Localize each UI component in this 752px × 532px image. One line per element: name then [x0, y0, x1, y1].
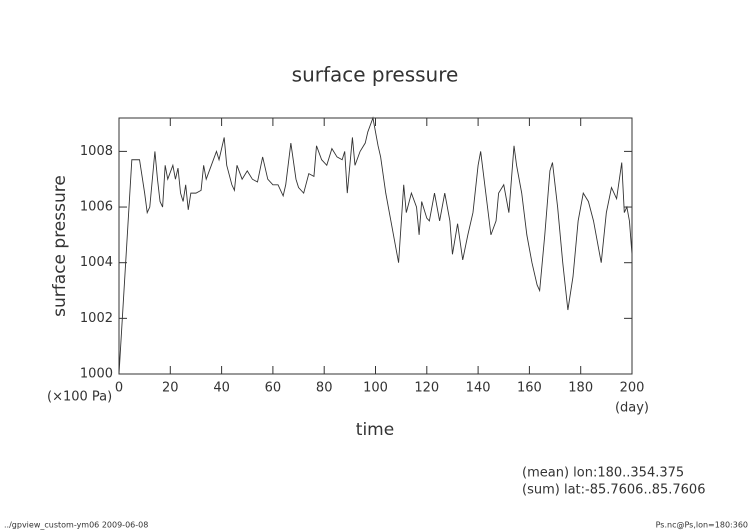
- x-tick-label: 0: [115, 381, 123, 396]
- chart-title: surface pressure: [292, 63, 459, 87]
- y-axis-label: surface pressure: [50, 175, 70, 317]
- x-tick-label: 120: [414, 381, 439, 396]
- x-tick-label: 100: [363, 381, 388, 396]
- x-tick-label: 80: [316, 381, 333, 396]
- y-tick-label: 1002: [80, 311, 113, 326]
- data-line: [118, 116, 633, 375]
- x-tick-label: 40: [213, 381, 230, 396]
- x-tick-label: 60: [265, 381, 282, 396]
- x-tick-label: 200: [620, 381, 645, 396]
- footer-left: ../gpview_custom-ym06 2009-06-08: [4, 521, 148, 530]
- annotation: (mean) lon:180..354.375: [522, 466, 684, 481]
- y-unit: (×100 Pa): [47, 390, 112, 405]
- y-tick-label: 1008: [80, 144, 113, 159]
- footer-right: Ps.nc@Ps,lon=180:360: [656, 521, 748, 530]
- x-tick-label: 180: [568, 381, 593, 396]
- plot-frame: [118, 117, 633, 375]
- y-tick-label: 1004: [80, 255, 113, 270]
- x-tick-label: 20: [162, 381, 179, 396]
- x-unit: (day): [615, 401, 649, 416]
- x-axis-label: time: [356, 420, 394, 440]
- y-tick-label: 1006: [80, 200, 113, 215]
- x-tick-label: 160: [517, 381, 542, 396]
- y-tick-label: 1000: [80, 367, 113, 382]
- x-tick-label: 140: [466, 381, 491, 396]
- annotation: (sum) lat:-85.7606..85.7606: [522, 483, 705, 498]
